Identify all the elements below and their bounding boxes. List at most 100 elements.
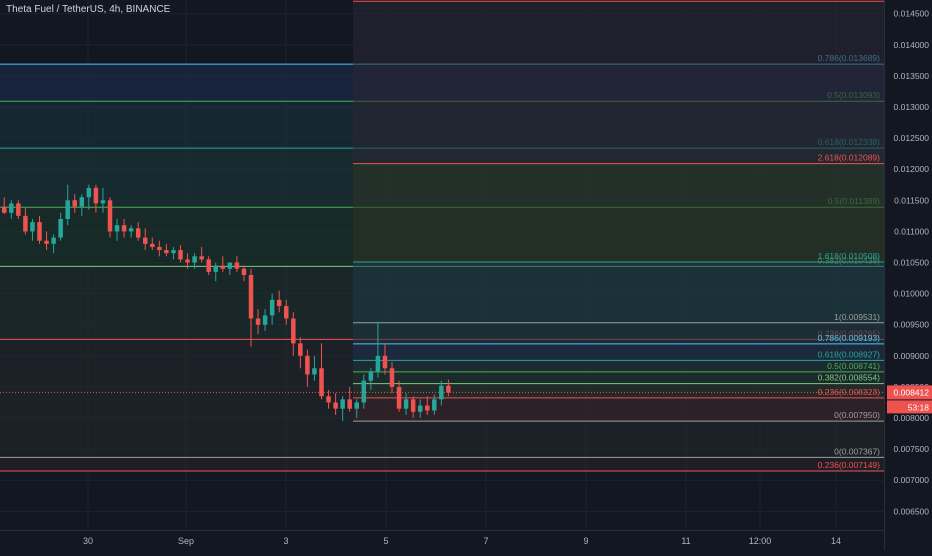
- candle-body: [354, 402, 359, 409]
- price-tick-label: 0.010500: [894, 258, 930, 268]
- price-tick-label: 0.009500: [894, 320, 930, 330]
- candle-body: [396, 386, 402, 409]
- candle-body: [128, 228, 134, 232]
- candle-body: [178, 250, 183, 260]
- candle-body: [234, 262, 240, 269]
- candle: [255, 309, 261, 335]
- candle-body: [143, 237, 148, 244]
- price-tick-label: 0.013500: [894, 71, 930, 81]
- price-scale[interactable]: 0.014500 0.014000 0.013500 0.013000 0.012500…: [884, 0, 932, 550]
- candle-body: [86, 187, 92, 198]
- candle-body: [333, 402, 338, 409]
- candle: [382, 343, 388, 375]
- candle-body: [241, 268, 247, 275]
- candle: [114, 218, 120, 241]
- candle: [368, 368, 374, 391]
- candle: [192, 253, 197, 269]
- candle: [72, 194, 77, 213]
- candle: [446, 379, 451, 397]
- candle: [241, 265, 247, 282]
- candle: [410, 396, 416, 419]
- fib-level-label: 0.5(0.008741): [827, 361, 880, 371]
- candle-body: [248, 274, 254, 319]
- time-tick-label: 3: [283, 536, 288, 546]
- candle: [276, 290, 282, 313]
- candle: [2, 197, 7, 214]
- candle-body: [150, 243, 155, 247]
- candle: [199, 246, 204, 263]
- candle-body: [276, 299, 282, 307]
- fib-zone-right: [353, 343, 884, 361]
- candle: [58, 212, 63, 241]
- candle-body: [121, 225, 127, 232]
- fib-zone-right: [353, 371, 884, 384]
- price-tick-label: 0.012500: [894, 133, 930, 143]
- candle: [135, 222, 141, 241]
- fib-zone-right: [353, 1, 884, 164]
- candle: [312, 355, 317, 381]
- fib-level-label: 0.236(0.008323): [818, 387, 881, 397]
- candle-body: [375, 355, 381, 372]
- price-tick-label: 0.007000: [894, 475, 930, 485]
- fib-zone-right: [353, 360, 884, 372]
- price-tick-label: 0.007500: [894, 444, 930, 454]
- candle: [206, 256, 211, 275]
- time-tick-label: 9: [583, 536, 588, 546]
- fib-level-label: 0.236(0.007149): [818, 460, 881, 470]
- candle: [157, 240, 162, 257]
- candle-body: [65, 200, 70, 219]
- price-tick-label: 0.008000: [894, 413, 930, 423]
- candle-body: [16, 203, 21, 216]
- candle: [354, 399, 359, 419]
- candle-body: [114, 225, 120, 232]
- candle-body: [347, 399, 352, 409]
- candle: [298, 337, 303, 369]
- candle-body: [291, 318, 296, 344]
- time-tick-label: Sep: [178, 536, 194, 546]
- candle-body: [255, 318, 261, 325]
- chart-pane[interactable]: 0.786(0.013689)0.5(0.013093)0.618(0.0123…: [0, 0, 884, 530]
- candle: [51, 234, 56, 254]
- price-tick-label: 0.011500: [894, 195, 929, 205]
- candle: [185, 253, 190, 269]
- candle-body: [326, 396, 331, 403]
- fib-level-label: 0(0.007950): [834, 410, 880, 420]
- price-tick-label: 0.006500: [894, 506, 930, 516]
- candle-body: [37, 222, 42, 241]
- candle-body: [269, 299, 275, 316]
- candle-body: [23, 215, 28, 232]
- candle-body: [425, 405, 430, 411]
- candle: [16, 200, 21, 219]
- fib-level-label: 0.786(0.009193): [818, 333, 881, 343]
- current-price-value: 0.008412: [894, 387, 930, 397]
- candle-body: [93, 187, 99, 204]
- candle: [213, 262, 218, 282]
- candle: [417, 399, 423, 419]
- symbol-title: Theta Fuel / TetherUS, 4h, BINANCE: [6, 4, 171, 15]
- candle: [375, 321, 381, 378]
- time-tick-label: 30: [83, 536, 93, 546]
- price-tick-label: 0.009000: [894, 351, 930, 361]
- candle-body: [368, 371, 374, 381]
- candle: [171, 246, 176, 260]
- time-scale[interactable]: 30 Sep 3 5 7 9 11 12:00 14: [0, 530, 884, 550]
- candle: [389, 362, 395, 394]
- candle-body: [361, 380, 367, 403]
- candle: [93, 184, 99, 213]
- candle: [100, 187, 106, 213]
- fib-zone-right: [353, 383, 884, 398]
- candle: [150, 237, 155, 251]
- candle: [44, 231, 49, 251]
- candle-body: [305, 355, 310, 375]
- candle: [403, 393, 409, 415]
- chart-canvas[interactable]: 0.786(0.013689)0.5(0.013093)0.618(0.0123…: [0, 0, 884, 530]
- candle: [319, 343, 324, 400]
- candle: [79, 194, 85, 216]
- candle: [143, 228, 148, 251]
- candle: [425, 396, 430, 415]
- candle-body: [319, 368, 324, 397]
- candle: [128, 225, 134, 238]
- candle: [248, 268, 254, 347]
- candle-body: [410, 399, 416, 412]
- candle: [284, 299, 289, 325]
